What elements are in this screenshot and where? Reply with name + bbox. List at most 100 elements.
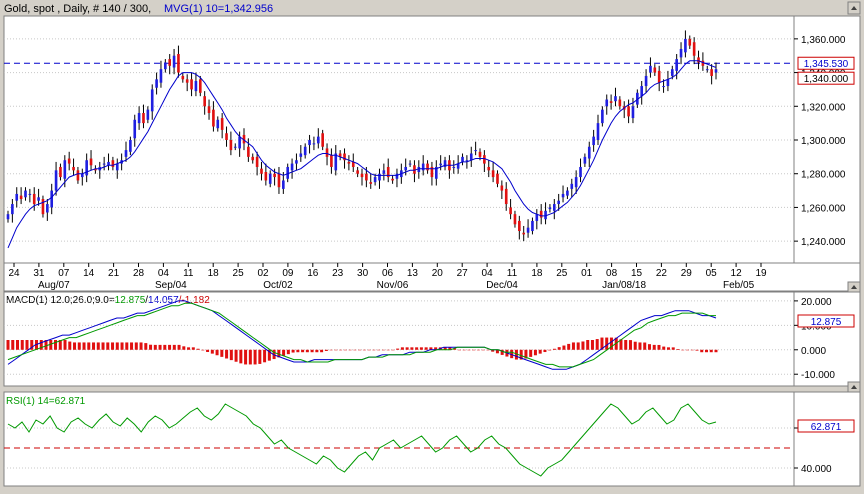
candle-body xyxy=(465,160,469,162)
month-label: Sep/04 xyxy=(155,280,187,291)
macd-histogram-bar xyxy=(20,340,24,350)
date-tick-label: 07 xyxy=(58,268,70,279)
macd-histogram-bar xyxy=(633,341,637,350)
candle-body xyxy=(46,204,49,213)
candle-body xyxy=(225,133,228,140)
macd-signal-line xyxy=(7,302,716,368)
macd-histogram-bar xyxy=(248,349,252,365)
candle-body xyxy=(570,183,574,189)
macd-histogram-bar xyxy=(510,349,514,359)
candle-body xyxy=(133,119,137,139)
candle-body xyxy=(216,119,220,129)
macd-histogram-bar xyxy=(704,349,708,353)
candle-body xyxy=(557,200,560,205)
candle-body xyxy=(609,101,613,103)
macd-tick-label: -10.000 xyxy=(801,370,835,381)
macd-histogram-bar xyxy=(125,342,129,350)
candle-body xyxy=(24,190,27,198)
macd-histogram-bar xyxy=(282,349,286,356)
candle-body xyxy=(561,193,565,198)
candle-body xyxy=(365,173,368,181)
candle-body xyxy=(37,197,40,201)
candle-body xyxy=(605,99,609,107)
candle-body xyxy=(242,134,246,144)
macd-histogram-bar xyxy=(495,349,499,354)
macd-histogram-bar xyxy=(448,347,452,350)
date-tick-label: 30 xyxy=(357,268,369,279)
candle-body xyxy=(351,161,355,167)
date-tick-label: 15 xyxy=(631,268,643,279)
candle-body xyxy=(6,214,10,220)
price-tick-label: 1,360.000 xyxy=(801,35,846,46)
rsi-value-label: 62.871 xyxy=(811,422,842,433)
macd-histogram-bar xyxy=(595,339,599,350)
candle-body xyxy=(535,214,539,221)
macd-histogram-bar xyxy=(49,340,53,350)
candle-body xyxy=(421,163,425,171)
candle-body xyxy=(408,163,412,165)
macd-histogram-bar xyxy=(386,349,390,351)
panel-scroll-up-icon[interactable] xyxy=(847,1,861,15)
candle-body xyxy=(404,166,408,171)
candle-body xyxy=(286,166,290,179)
candle-body xyxy=(85,160,88,176)
macd-histogram-bar xyxy=(310,349,314,353)
candle-body xyxy=(185,79,189,83)
candles xyxy=(6,30,718,242)
macd-histogram-bar xyxy=(286,349,290,355)
candle-body xyxy=(452,166,456,168)
candle-body xyxy=(675,59,678,71)
macd-histogram-bar xyxy=(144,343,148,350)
candle-body xyxy=(343,153,346,161)
candle-body xyxy=(282,180,285,189)
candle-body xyxy=(657,70,661,83)
candle-body xyxy=(513,214,517,225)
macd-histogram-bar xyxy=(77,342,81,350)
candle-body xyxy=(434,166,438,179)
price-tick-label: 1,260.000 xyxy=(801,203,846,214)
candle-body xyxy=(63,160,67,179)
macd-histogram-bar xyxy=(54,340,58,350)
macd-scroll-up-icon[interactable] xyxy=(847,281,861,293)
macd-histogram-bar xyxy=(44,340,48,350)
candle-body xyxy=(107,161,110,166)
date-tick-label: 29 xyxy=(681,268,693,279)
candle-body xyxy=(347,161,351,164)
candle-body xyxy=(303,146,307,156)
candle-body xyxy=(115,163,119,171)
month-label: Nov/06 xyxy=(377,280,409,291)
macd-histogram-bar xyxy=(239,349,243,364)
candle-body xyxy=(129,140,132,152)
candle-body xyxy=(649,65,652,73)
macd-histogram-bar xyxy=(500,349,504,355)
macd-histogram-bar xyxy=(524,349,528,359)
date-axis-panel xyxy=(3,262,861,292)
candle-body xyxy=(168,59,172,66)
candle-body xyxy=(164,62,167,70)
candle-body xyxy=(11,204,14,215)
macd-histogram-bar xyxy=(177,344,181,350)
macd-label-name: MACD(1) 12.0;26.0;9.0= xyxy=(6,295,115,306)
candle-body xyxy=(356,170,359,174)
macd-axis-panel xyxy=(793,291,861,387)
candle-body xyxy=(631,106,635,119)
macd-histogram-bar xyxy=(581,341,585,350)
date-tick-label: 19 xyxy=(755,268,767,279)
macd-histogram-bar xyxy=(353,349,357,351)
macd-histogram-bar xyxy=(334,349,338,351)
candle-body xyxy=(596,123,600,140)
macd-histogram-bar xyxy=(229,349,233,361)
macd-histogram-bar xyxy=(163,344,167,350)
date-tick-label: 05 xyxy=(706,268,718,279)
date-tick-label: 14 xyxy=(83,268,95,279)
candle-body xyxy=(94,168,97,171)
macd-histogram-bar xyxy=(215,349,219,356)
macd-histogram-bar xyxy=(472,349,476,351)
candle-body xyxy=(636,92,639,105)
candle-body xyxy=(207,106,211,114)
date-tick-label: 11 xyxy=(183,268,194,279)
macd-histogram-bar xyxy=(662,346,666,350)
macd-histogram-bar xyxy=(153,344,157,350)
rsi-scroll-up-icon[interactable] xyxy=(847,381,861,393)
